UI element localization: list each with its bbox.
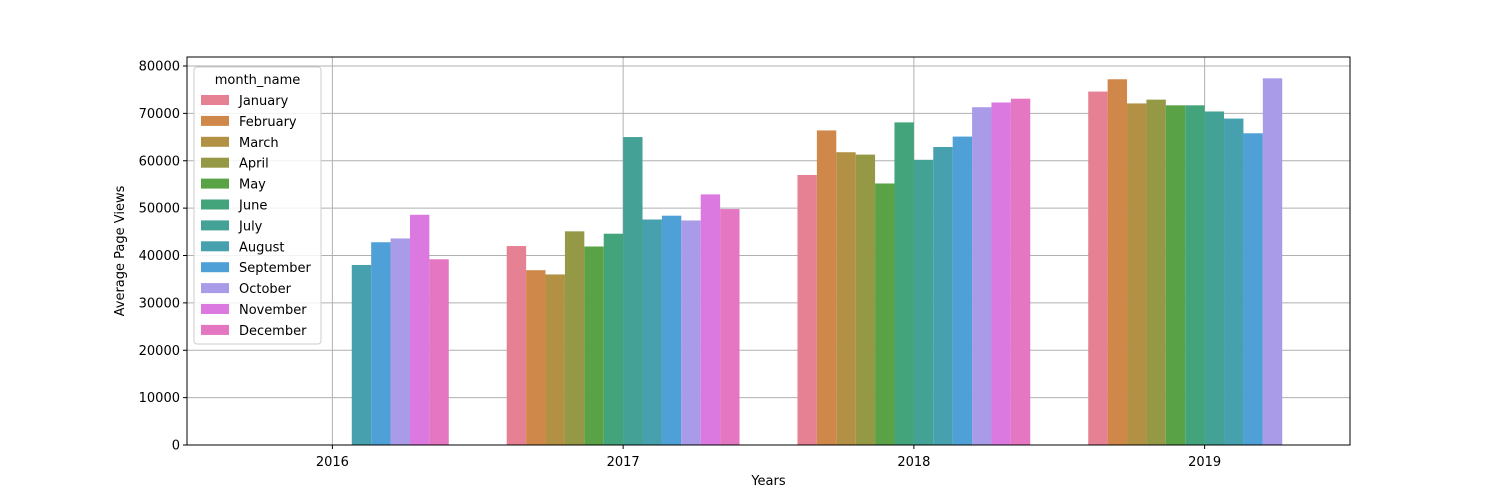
y-tick-label: 10000 <box>139 391 180 406</box>
bar <box>933 147 953 446</box>
y-tick-label: 20000 <box>139 344 180 359</box>
legend-label: May <box>239 178 266 193</box>
legend-label: March <box>239 136 279 151</box>
legend-swatch <box>201 178 229 189</box>
legend-swatch <box>201 115 229 126</box>
bar <box>526 270 546 445</box>
bar <box>390 238 410 445</box>
bar <box>1127 103 1147 446</box>
bar <box>991 102 1011 445</box>
legend-label: August <box>239 240 285 255</box>
bars <box>351 78 1283 446</box>
bar <box>952 136 973 445</box>
bar <box>1146 99 1166 445</box>
bar <box>1088 91 1108 446</box>
y-tick-label: 30000 <box>139 296 180 311</box>
legend-swatch <box>201 283 229 294</box>
legend-label: November <box>239 303 307 318</box>
axis-ticks: 0 10000 20000 30000 40000 50000 60000 70000 8000… <box>139 60 1222 471</box>
legend-label: July <box>238 219 263 234</box>
legend-swatch <box>201 157 229 168</box>
bar <box>1185 105 1205 445</box>
y-tick-label: 50000 <box>139 202 180 217</box>
legend-label: October <box>239 282 292 297</box>
bar <box>603 233 624 445</box>
bar <box>351 264 372 445</box>
legend-title: month_name <box>215 73 301 88</box>
bar <box>836 152 856 445</box>
bar <box>894 122 914 445</box>
bar <box>1010 98 1031 445</box>
bar <box>545 274 565 445</box>
legend-swatch <box>201 199 229 210</box>
bar <box>797 174 817 445</box>
bar <box>1243 133 1263 445</box>
legend-swatch <box>201 241 229 252</box>
y-tick-label: 40000 <box>139 249 180 264</box>
legend-label: June <box>238 199 267 214</box>
bar <box>700 194 721 445</box>
bar <box>642 219 662 445</box>
bar <box>875 183 895 446</box>
bar <box>1107 79 1128 445</box>
x-tick-label: 2016 <box>316 455 349 470</box>
bar <box>506 246 527 445</box>
bar <box>913 159 934 446</box>
legend-label: February <box>239 115 297 130</box>
bar <box>1262 78 1283 445</box>
bar <box>564 231 585 445</box>
legend-swatch <box>201 95 229 105</box>
bar <box>1224 118 1244 446</box>
bar <box>409 214 430 445</box>
y-tick-label: 0 <box>172 439 180 454</box>
legend-label: September <box>239 261 312 276</box>
legend-swatch <box>201 304 229 314</box>
y-tick-label: 60000 <box>139 154 180 169</box>
legend-box <box>193 66 322 345</box>
bar <box>816 130 837 445</box>
bar <box>371 242 391 445</box>
bar <box>681 220 701 445</box>
legend-label: April <box>239 157 269 172</box>
bar <box>429 259 449 445</box>
legend-label: December <box>239 324 307 339</box>
bar <box>584 246 604 445</box>
x-tick-label: 2019 <box>1188 455 1221 470</box>
x-tick-label: 2017 <box>607 455 640 470</box>
legend-swatch <box>201 262 229 273</box>
x-axis-title: Years <box>750 474 786 489</box>
bar <box>623 137 643 445</box>
plot-frame <box>186 56 1351 446</box>
legend-swatch <box>201 136 229 147</box>
bar <box>1204 111 1225 445</box>
y-tick-label: 70000 <box>139 107 180 122</box>
bar <box>720 209 740 445</box>
legend-swatch <box>201 324 229 335</box>
bar <box>855 154 876 445</box>
x-tick-label: 2018 <box>897 455 930 470</box>
legend: month_name January February March April May Ju… <box>193 66 322 345</box>
legend-swatch <box>201 220 229 231</box>
bar <box>972 107 992 445</box>
y-axis-title: Average Page Views <box>113 185 128 316</box>
bar <box>1165 105 1186 445</box>
legend-label: January <box>238 94 289 109</box>
bar <box>661 215 682 445</box>
y-tick-label: 80000 <box>139 60 180 75</box>
